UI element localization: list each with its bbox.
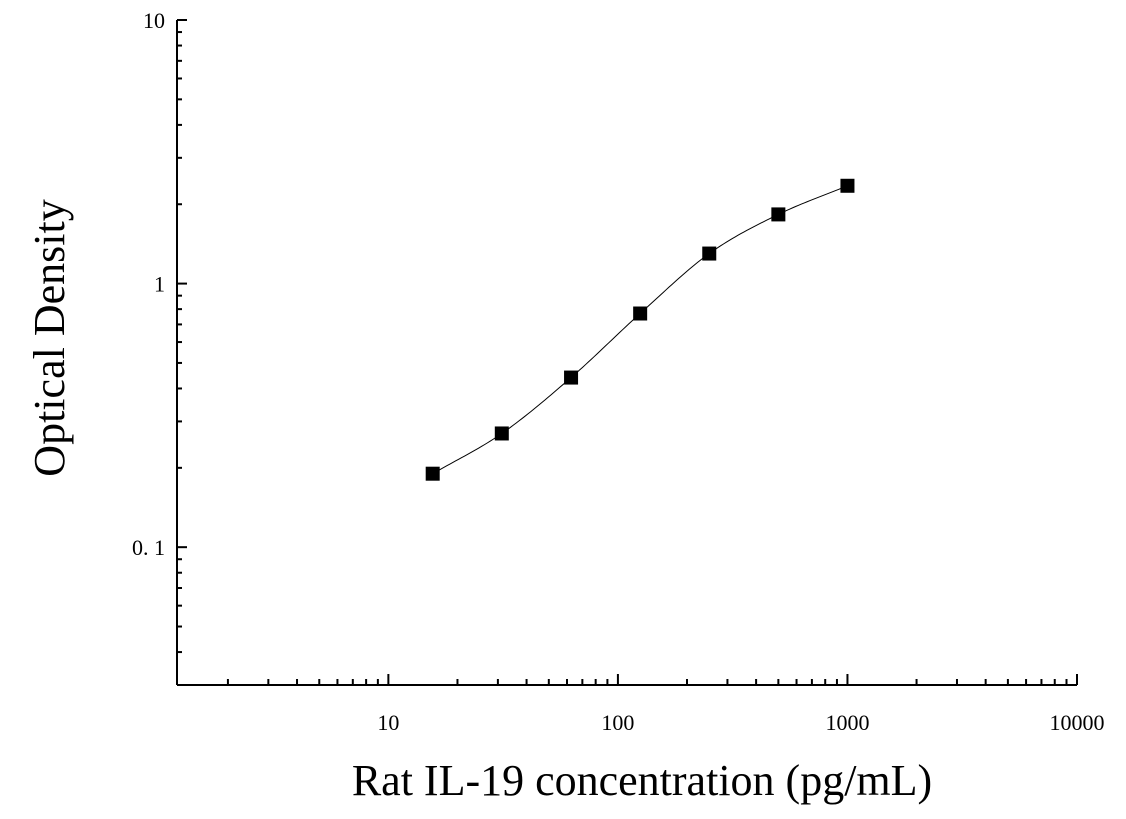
x-tick-label: 1000	[825, 710, 869, 735]
data-point	[564, 370, 579, 385]
data-point	[425, 466, 440, 481]
x-axis-title: Rat IL-19 concentration (pg/mL)	[352, 756, 932, 805]
y-axis-title: Optical Density	[25, 199, 74, 476]
x-tick-label: 100	[601, 710, 634, 735]
data-point	[494, 426, 509, 441]
data-point	[702, 246, 717, 261]
data-points	[425, 178, 855, 481]
x-tick-label: 10	[377, 710, 399, 735]
y-tick-label: 1	[154, 272, 165, 297]
y-tick-label: 10	[143, 8, 165, 33]
axes	[176, 20, 1077, 686]
data-point	[771, 207, 786, 222]
tick-labels: 10 100 1000 10000 0. 1 1 10	[132, 8, 1105, 735]
y-tick-label: 0. 1	[132, 535, 165, 560]
data-point	[840, 178, 855, 193]
x-tick-label: 10000	[1050, 710, 1105, 735]
data-point	[633, 306, 648, 321]
ticks	[177, 19, 1078, 686]
